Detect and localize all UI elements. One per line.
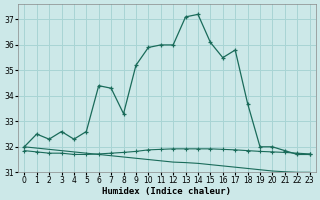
X-axis label: Humidex (Indice chaleur): Humidex (Indice chaleur) xyxy=(102,187,231,196)
